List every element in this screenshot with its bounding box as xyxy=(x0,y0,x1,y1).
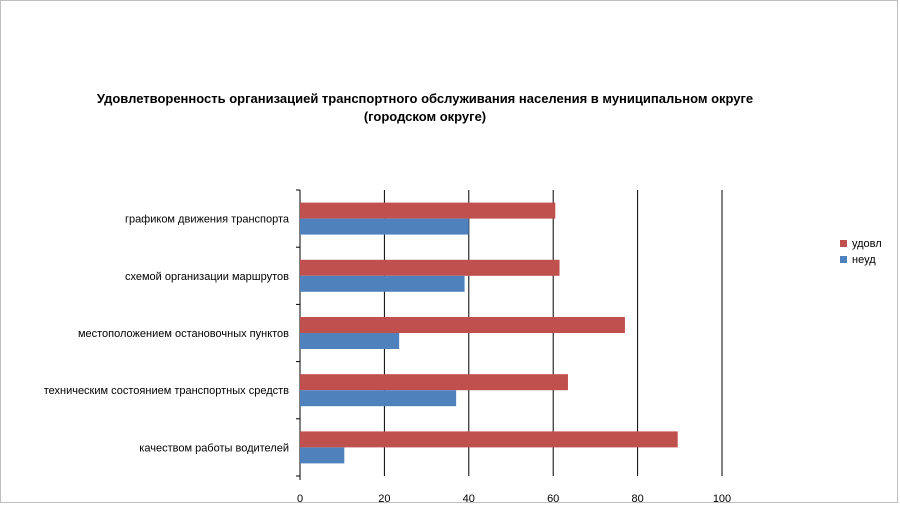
chart-title-line1: Удовлетворенность организацией транспорт… xyxy=(96,91,754,106)
legend-label: удовл xyxy=(852,238,882,250)
x-tick-label: 100 xyxy=(713,493,731,505)
x-tick-label: 60 xyxy=(547,493,559,505)
bar-neud xyxy=(300,275,465,292)
legend-label: неуд xyxy=(852,254,876,266)
x-tick-label: 80 xyxy=(631,493,643,505)
bar-neud xyxy=(300,333,400,349)
legend-swatch xyxy=(840,240,847,247)
bar-udovl xyxy=(300,374,568,391)
bar-udovl xyxy=(300,202,556,219)
bar-udovl xyxy=(300,317,625,333)
bar-udovl xyxy=(300,431,678,448)
x-tick-label: 0 xyxy=(297,493,303,505)
bar-udovl xyxy=(300,259,560,276)
legend-swatch xyxy=(840,256,847,263)
x-tick-label: 40 xyxy=(463,493,475,505)
chart-title-line2: (городском округе) xyxy=(363,109,487,124)
bar-neud xyxy=(300,447,345,464)
x-tick-label: 20 xyxy=(378,493,390,505)
bar-neud xyxy=(300,390,457,407)
bar-neud xyxy=(300,218,469,235)
category-label: местоположением остановочных пунктов xyxy=(78,328,289,340)
category-label: техническим состоянием транспортных сред… xyxy=(44,385,289,397)
category-label: графиком движения транспорта xyxy=(125,214,290,226)
category-label: схемой организации маршрутов xyxy=(125,271,289,283)
category-label: качеством работы водителей xyxy=(139,442,289,454)
